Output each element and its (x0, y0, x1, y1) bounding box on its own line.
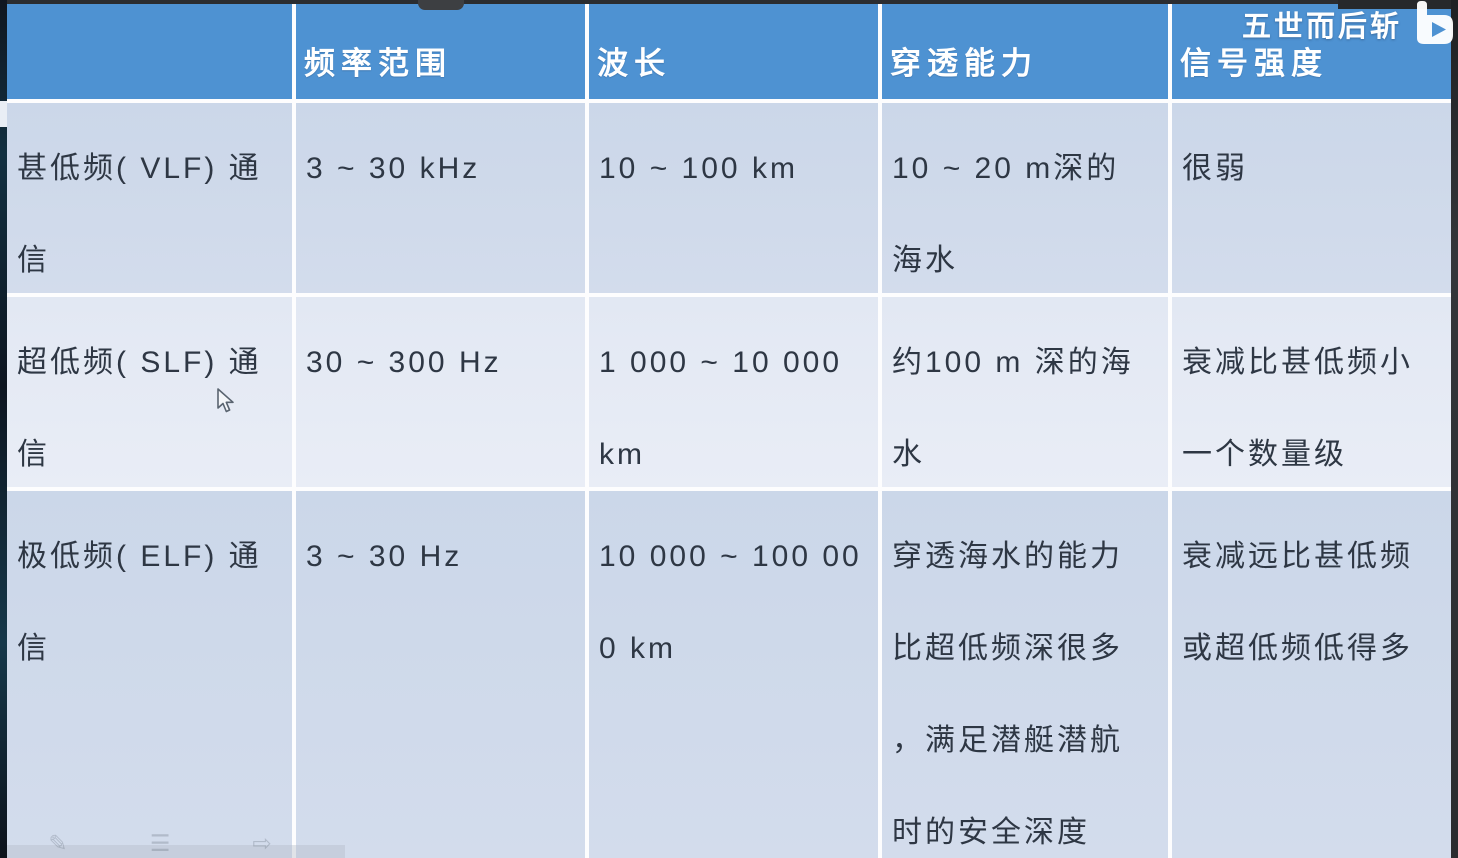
row-slf-wavelength: 1 000 ~ 10 000 km (589, 297, 878, 487)
row-elf-signal: 衰减远比甚低频 或超低频低得多 (1172, 491, 1451, 858)
row-elf-frequency: 3 ~ 30 Hz (296, 491, 585, 858)
right-edge-bar (1451, 0, 1458, 858)
pen-icon[interactable]: ✎ (48, 830, 68, 856)
bilibili-play-logo-icon (1417, 1, 1453, 44)
uploader-watermark-text: 五世而后斩 (1241, 11, 1402, 43)
row-vlf-frequency: 3 ~ 30 kHz (296, 103, 585, 293)
row-elf-wavelength: 10 000 ~ 100 00 0 km (589, 491, 878, 858)
row-slf-penetration: 约100 m 深的海 水 (882, 297, 1168, 487)
header-wavelength: 波长 (589, 4, 878, 99)
top-edge-bar (0, 0, 1458, 4)
header-frequency-range: 频率范围 (296, 4, 585, 99)
row-slf-signal: 衰减比甚低频小 一个数量级 (1172, 297, 1451, 487)
left-edge-bar (0, 0, 7, 858)
presenter-toolbar-strip (0, 845, 345, 858)
header-signal-strength: 信号强度 (1172, 4, 1451, 99)
row-elf-penetration: 穿透海水的能力 比超低频深很多 ，满足潜艇潜航 时的安全深度 (882, 491, 1168, 858)
row-vlf-label: 甚低频( VLF) 通 信 (7, 103, 292, 293)
row-vlf-signal: 很弱 (1172, 103, 1451, 293)
header-blank (7, 4, 292, 99)
highlighter-icon[interactable]: ☰ (149, 830, 171, 856)
collapsed-toolbar-tab[interactable] (418, 0, 464, 10)
top-edge-bar-right (1338, 0, 1458, 9)
row-slf-label: 超低频( SLF) 通 信 (7, 297, 292, 487)
presenter-toolbar: ✎ ☰ ⇨ (38, 830, 318, 856)
row-elf-label: 极低频( ELF) 通 信 (7, 491, 292, 858)
mouse-cursor-icon (217, 388, 234, 413)
arrow-icon[interactable]: ⇨ (252, 830, 272, 856)
left-edge-notch (0, 101, 7, 127)
row-vlf-wavelength: 10 ~ 100 km (589, 103, 878, 293)
row-slf-frequency: 30 ~ 300 Hz (296, 297, 585, 487)
header-penetration: 穿透能力 (882, 4, 1168, 99)
row-vlf-penetration: 10 ~ 20 m深的 海水 (882, 103, 1168, 293)
frequency-bands-table: 频率范围 波长 穿透能力 信号强度 甚低频( VLF) 通 信 3 ~ 30 k… (7, 4, 1451, 858)
